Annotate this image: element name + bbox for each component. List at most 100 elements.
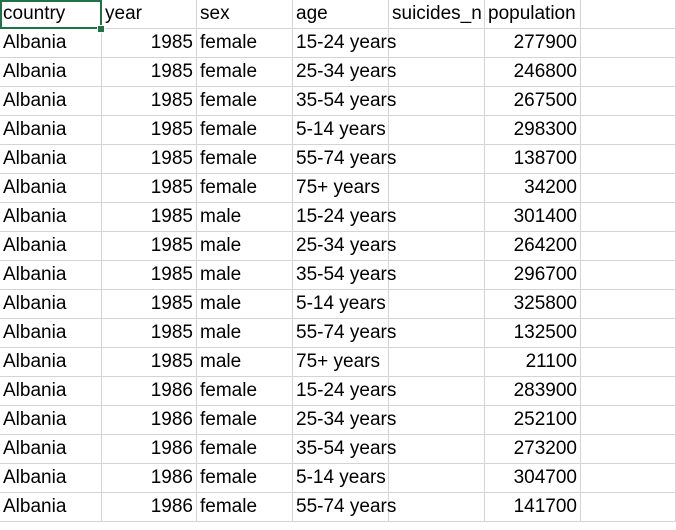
table-cell[interactable]: 75+ years (293, 174, 389, 203)
table-cell[interactable]: 25-34 years (293, 58, 396, 87)
empty-cell[interactable] (581, 29, 676, 58)
table-cell[interactable]: Albania (0, 493, 102, 522)
table-cell[interactable]: female (197, 116, 293, 145)
empty-cell[interactable] (581, 174, 676, 203)
table-cell[interactable]: 34200 (485, 174, 581, 203)
table-cell[interactable]: 264200 (485, 232, 581, 261)
table-cell[interactable] (389, 435, 485, 464)
empty-cell[interactable] (581, 58, 676, 87)
table-cell[interactable]: Albania (0, 174, 102, 203)
table-cell[interactable]: 1985 (102, 174, 197, 203)
empty-cell[interactable] (581, 493, 676, 522)
table-cell[interactable]: female (197, 58, 293, 87)
table-cell[interactable]: 1985 (102, 116, 197, 145)
table-cell[interactable] (389, 174, 485, 203)
table-cell[interactable]: male (197, 203, 293, 232)
empty-cell[interactable] (581, 290, 676, 319)
table-cell[interactable]: 1985 (102, 145, 197, 174)
table-cell[interactable]: 267500 (485, 87, 581, 116)
empty-cell[interactable] (581, 232, 676, 261)
empty-cell[interactable] (581, 203, 676, 232)
header-cell-suicides-no[interactable]: suicides_n (389, 0, 485, 29)
empty-cell[interactable] (581, 116, 676, 145)
table-cell[interactable]: female (197, 29, 293, 58)
empty-cell[interactable] (581, 464, 676, 493)
table-cell[interactable]: 1985 (102, 203, 197, 232)
table-cell[interactable]: male (197, 348, 293, 377)
table-cell[interactable]: 1986 (102, 377, 197, 406)
table-cell[interactable]: 15-24 years (293, 29, 396, 58)
table-cell[interactable]: female (197, 464, 293, 493)
table-cell[interactable] (389, 203, 485, 232)
table-cell[interactable]: female (197, 377, 293, 406)
table-cell[interactable]: Albania (0, 290, 102, 319)
table-cell[interactable]: Albania (0, 464, 102, 493)
table-cell[interactable]: 15-24 years (293, 203, 396, 232)
header-cell-age[interactable]: age (293, 0, 389, 29)
table-cell[interactable]: 132500 (485, 319, 581, 348)
table-cell[interactable]: Albania (0, 319, 102, 348)
table-cell[interactable]: 1985 (102, 29, 197, 58)
empty-cell[interactable] (581, 87, 676, 116)
table-cell[interactable]: Albania (0, 261, 102, 290)
table-cell[interactable]: 35-54 years (293, 261, 396, 290)
table-cell[interactable]: female (197, 493, 293, 522)
table-cell[interactable] (389, 29, 485, 58)
table-cell[interactable]: 1985 (102, 58, 197, 87)
table-cell[interactable]: 141700 (485, 493, 581, 522)
empty-cell[interactable] (581, 145, 676, 174)
table-cell[interactable]: 55-74 years (293, 145, 396, 174)
table-cell[interactable]: 15-24 years (293, 377, 396, 406)
table-cell[interactable] (389, 406, 485, 435)
empty-cell[interactable] (581, 348, 676, 377)
header-cell-sex[interactable]: sex (197, 0, 293, 29)
table-cell[interactable]: 325800 (485, 290, 581, 319)
header-cell-country[interactable]: country (0, 0, 102, 29)
table-cell[interactable]: 246800 (485, 58, 581, 87)
table-cell[interactable] (389, 464, 485, 493)
table-cell[interactable]: 277900 (485, 29, 581, 58)
table-cell[interactable]: Albania (0, 406, 102, 435)
table-cell[interactable]: female (197, 87, 293, 116)
table-cell[interactable]: female (197, 435, 293, 464)
empty-cell[interactable] (581, 406, 676, 435)
table-cell[interactable]: 283900 (485, 377, 581, 406)
table-cell[interactable]: 1985 (102, 87, 197, 116)
table-cell[interactable]: Albania (0, 116, 102, 145)
table-cell[interactable]: 301400 (485, 203, 581, 232)
table-cell[interactable]: 304700 (485, 464, 581, 493)
table-cell[interactable]: 296700 (485, 261, 581, 290)
table-cell[interactable]: 21100 (485, 348, 581, 377)
table-cell[interactable] (389, 232, 485, 261)
table-cell[interactable]: 1986 (102, 435, 197, 464)
table-cell[interactable]: 5-14 years (293, 464, 389, 493)
table-cell[interactable]: Albania (0, 145, 102, 174)
table-cell[interactable]: Albania (0, 58, 102, 87)
table-cell[interactable]: Albania (0, 29, 102, 58)
table-cell[interactable]: Albania (0, 377, 102, 406)
empty-cell[interactable] (581, 319, 676, 348)
table-cell[interactable] (389, 145, 485, 174)
table-cell[interactable]: 55-74 years (293, 319, 396, 348)
table-cell[interactable] (389, 261, 485, 290)
table-cell[interactable] (389, 319, 485, 348)
table-cell[interactable]: 298300 (485, 116, 581, 145)
table-cell[interactable]: female (197, 145, 293, 174)
table-cell[interactable]: 1985 (102, 319, 197, 348)
table-cell[interactable]: 55-74 years (293, 493, 396, 522)
table-cell[interactable]: 1985 (102, 290, 197, 319)
table-cell[interactable]: 138700 (485, 145, 581, 174)
header-cell-year[interactable]: year (102, 0, 197, 29)
table-cell[interactable]: 5-14 years (293, 290, 389, 319)
table-cell[interactable]: 1985 (102, 348, 197, 377)
table-cell[interactable]: female (197, 406, 293, 435)
table-cell[interactable]: 1986 (102, 406, 197, 435)
table-cell[interactable]: Albania (0, 232, 102, 261)
table-cell[interactable]: 252100 (485, 406, 581, 435)
table-cell[interactable]: 5-14 years (293, 116, 389, 145)
table-cell[interactable]: 35-54 years (293, 435, 396, 464)
table-cell[interactable]: Albania (0, 348, 102, 377)
empty-cell[interactable] (581, 435, 676, 464)
table-cell[interactable]: 25-34 years (293, 406, 396, 435)
table-cell[interactable]: 1985 (102, 232, 197, 261)
